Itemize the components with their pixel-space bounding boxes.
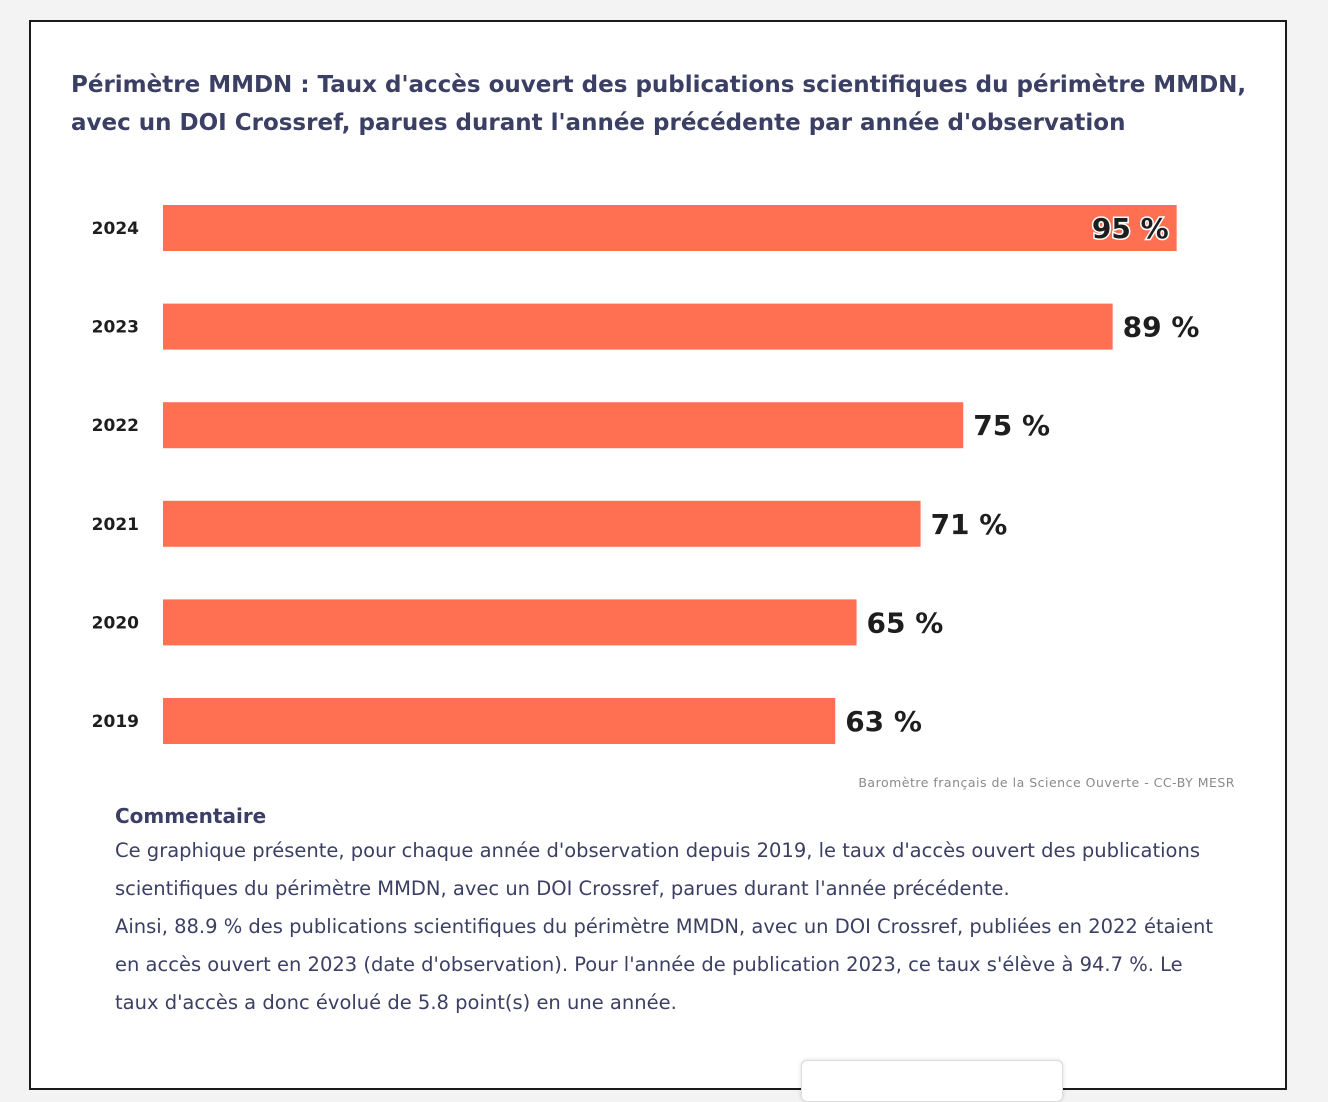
comment-paragraph-2: Ainsi, 88.9 % des publications scientifi…	[115, 915, 1214, 1014]
chart-card: Périmètre MMDN : Taux d'accès ouvert des…	[29, 20, 1287, 1102]
chart-credits: Baromètre français de la Science Ouverte…	[858, 775, 1235, 790]
bar-chart: 2024 95 % 2023 89 % 2022 75 % 2021 71 % 2020 65 %…	[92, 205, 1235, 790]
bar[interactable]	[163, 303, 1113, 350]
value-label: 89 %	[1123, 311, 1200, 344]
chart-title: Périmètre MMDN : Taux d'accès ouvert des…	[71, 72, 1247, 136]
category-label: 2022	[92, 416, 139, 436]
bar[interactable]	[163, 599, 857, 646]
value-label: 95 %	[1092, 212, 1169, 245]
category-label: 2020	[92, 613, 139, 633]
category-label: 2019	[92, 712, 139, 732]
category-label: 2024	[92, 219, 139, 239]
comment-paragraph-1: Ce graphique présente, pour chaque année…	[115, 839, 1200, 900]
bar[interactable]	[163, 402, 964, 449]
value-label: 63 %	[845, 705, 922, 738]
category-label: 2021	[92, 515, 139, 535]
bar[interactable]	[163, 698, 836, 744]
value-label: 71 %	[931, 508, 1008, 541]
partial-overlay-box	[801, 1060, 1063, 1102]
value-label: 75 %	[973, 409, 1050, 442]
category-label: 2023	[92, 318, 139, 338]
bar[interactable]	[163, 205, 1177, 251]
value-label: 65 %	[867, 606, 944, 639]
comment-section: Commentaire Ce graphique présente, pour …	[115, 800, 1225, 1022]
comment-heading: Commentaire	[115, 804, 267, 828]
bar[interactable]	[163, 500, 921, 547]
